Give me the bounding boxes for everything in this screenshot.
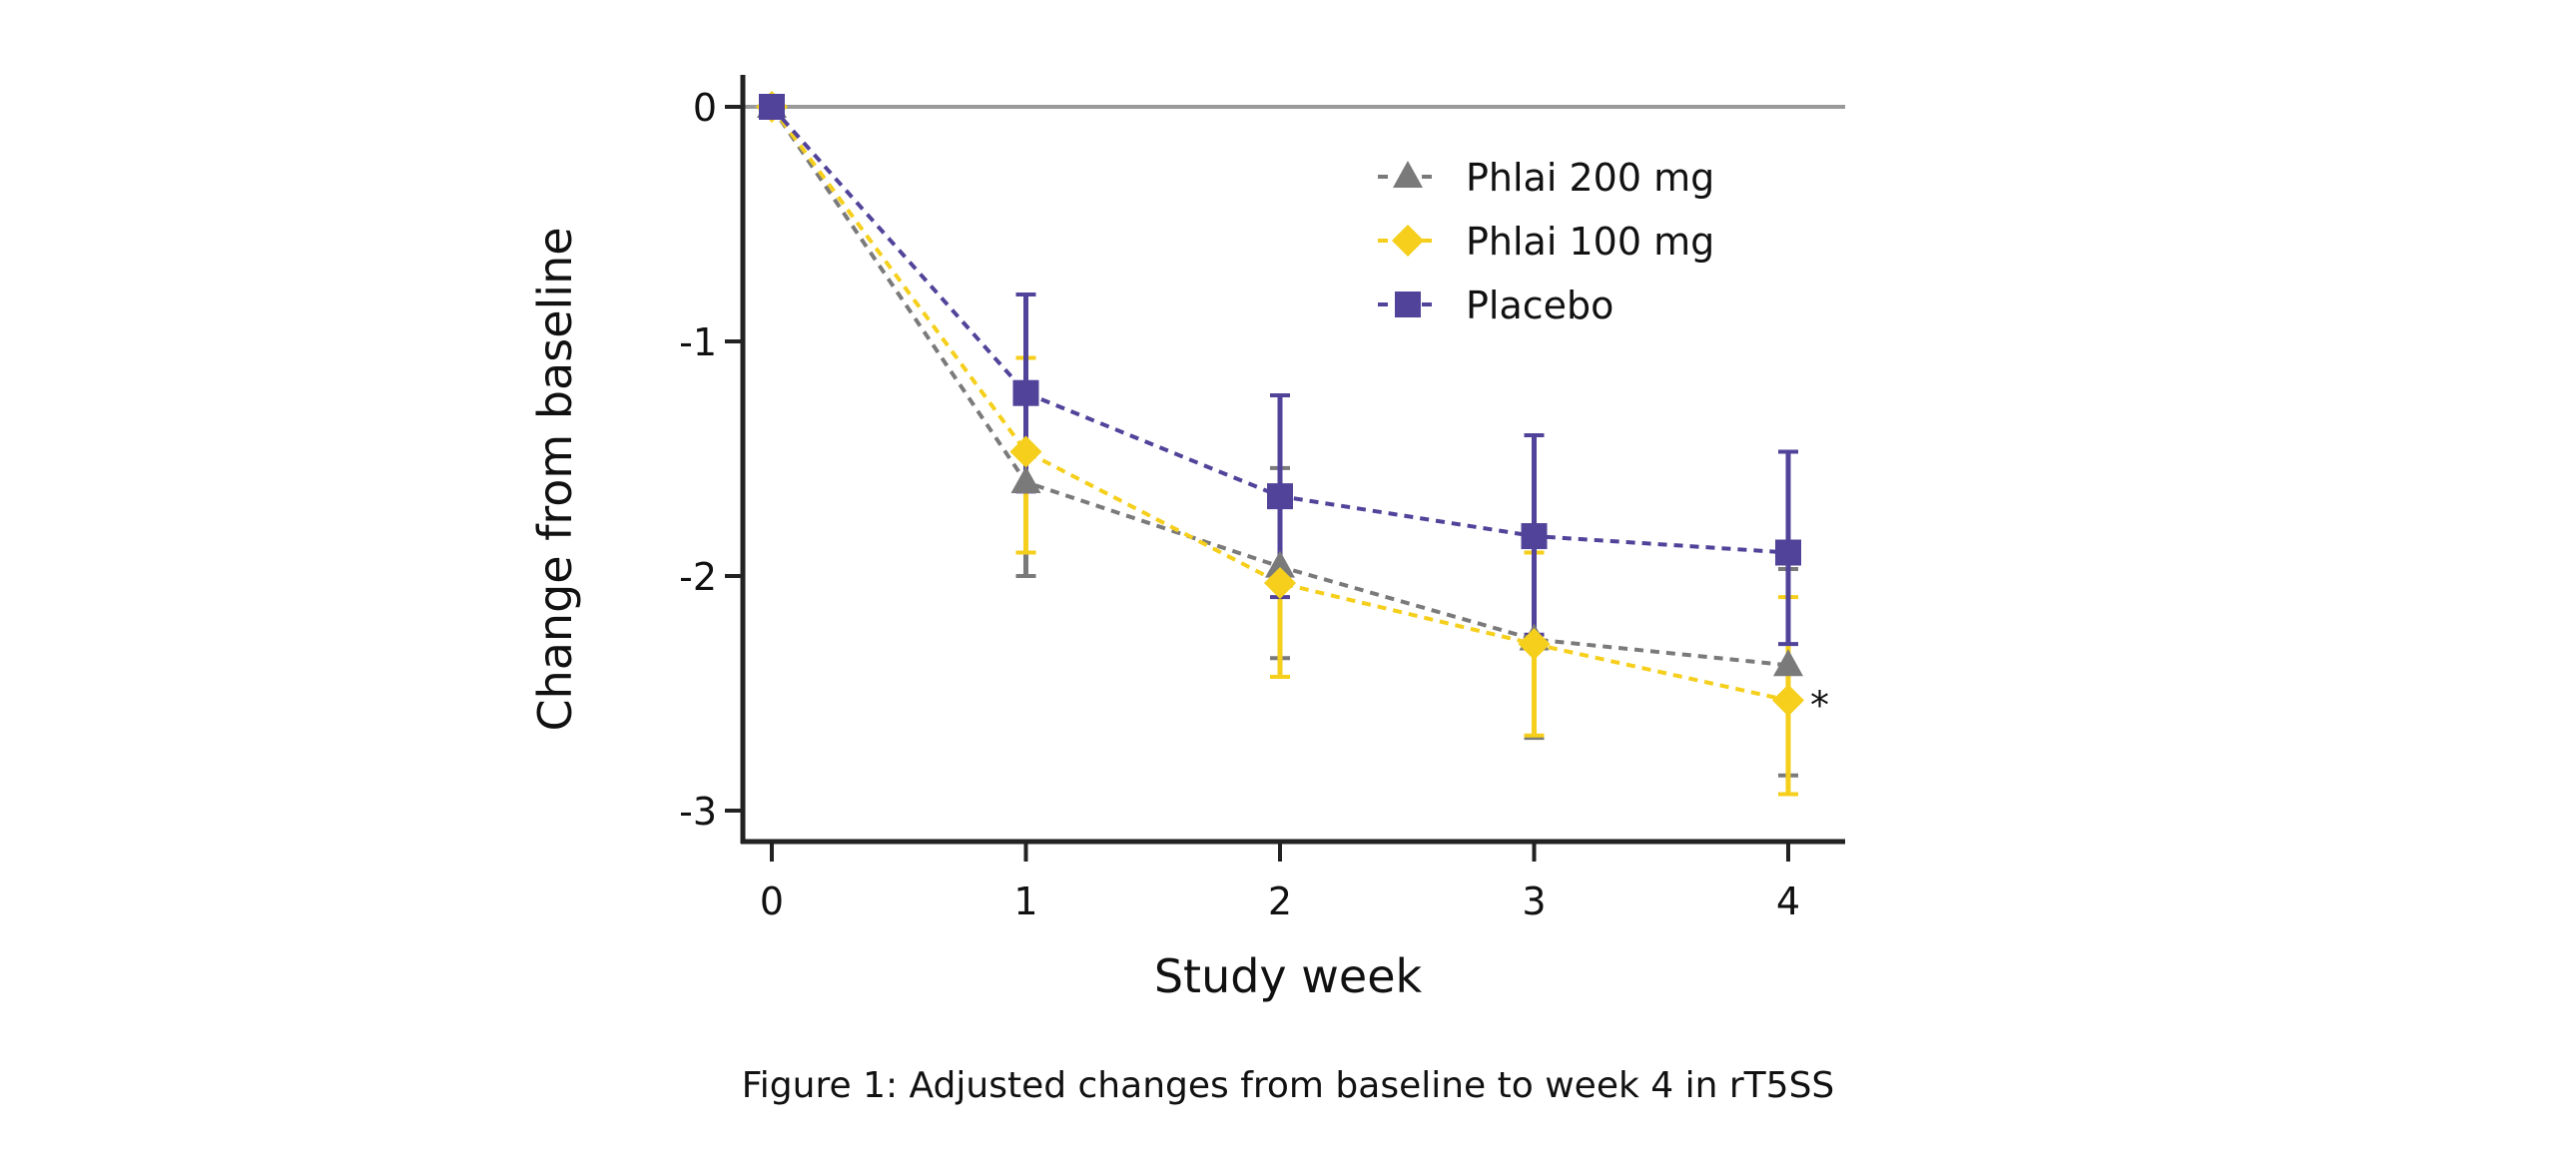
legend-item-placebo: Placebo	[1378, 284, 1613, 327]
legend: Phlai 200 mg Phlai 100 mg Placebo	[1378, 156, 1714, 327]
axes-layer: 0 -1 -2 -3 0 1 2 3 4	[679, 75, 1845, 923]
significance-asterisk: *	[1810, 684, 1829, 728]
legend-triangle-icon	[1393, 161, 1423, 188]
line-phlai-100-mg	[770, 105, 1789, 703]
y-tick-label: -3	[679, 790, 717, 834]
legend-item-phlai-100-mg: Phlai 100 mg	[1378, 220, 1714, 264]
x-tick-label: 1	[1013, 879, 1037, 923]
point-phlai-200-mg	[1265, 550, 1295, 578]
point-placebo	[1267, 483, 1293, 510]
point-placebo	[759, 94, 785, 120]
x-axis-title: Study week	[1154, 949, 1423, 1003]
legend-item-phlai-200-mg: Phlai 200 mg	[1378, 156, 1714, 200]
point-phlai-100-mg	[1264, 567, 1296, 600]
x-tick-label: 0	[760, 879, 784, 923]
point-phlai-100-mg	[1518, 628, 1551, 661]
x-tick-label: 3	[1522, 879, 1546, 923]
y-tick-label: 0	[693, 86, 717, 130]
series-placebo	[759, 94, 1801, 566]
x-tick-label: 4	[1776, 879, 1800, 923]
figure-caption: Figure 1: Adjusted changes from baseline…	[741, 1065, 1835, 1106]
point-phlai-100-mg	[1772, 684, 1804, 717]
y-tick-label: -2	[679, 555, 717, 599]
legend-label: Placebo	[1466, 284, 1613, 327]
legend-label: Phlai 200 mg	[1466, 156, 1714, 200]
legend-label: Phlai 100 mg	[1466, 220, 1714, 264]
legend-diamond-icon	[1392, 225, 1424, 257]
point-phlai-100-mg	[1009, 435, 1042, 468]
point-placebo	[1521, 523, 1548, 550]
y-tick-label: -1	[679, 320, 717, 364]
point-phlai-200-mg	[1010, 466, 1041, 493]
legend-square-icon	[1395, 292, 1421, 317]
x-tick-label: 2	[1268, 879, 1292, 923]
point-phlai-200-mg	[1773, 649, 1803, 677]
point-placebo	[1012, 379, 1039, 406]
series-layer: *	[756, 91, 1829, 797]
point-placebo	[1775, 539, 1801, 566]
y-axis-title: Change from baseline	[528, 227, 582, 731]
